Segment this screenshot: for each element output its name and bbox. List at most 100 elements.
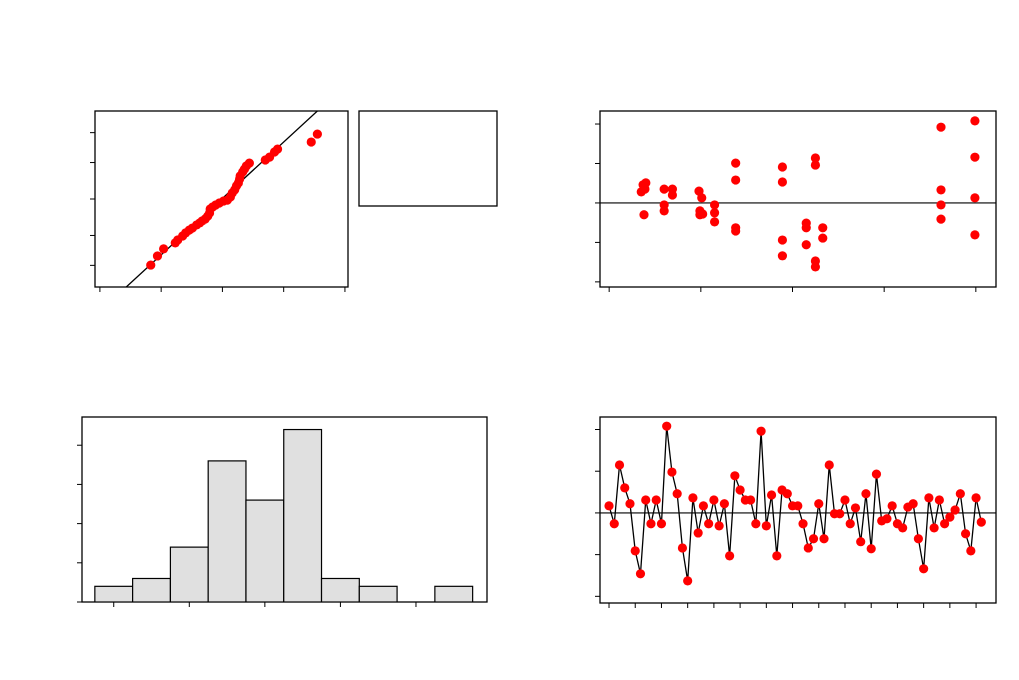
point xyxy=(745,495,756,505)
bar xyxy=(245,499,285,602)
panel xyxy=(90,110,349,292)
point xyxy=(620,483,630,493)
point xyxy=(730,471,740,481)
point xyxy=(761,521,771,531)
point xyxy=(936,185,946,195)
point xyxy=(793,501,803,511)
point xyxy=(709,217,720,227)
point xyxy=(936,214,946,224)
point xyxy=(970,152,980,162)
point xyxy=(861,489,871,499)
point xyxy=(677,543,688,553)
point xyxy=(731,175,741,185)
point xyxy=(688,493,698,503)
point xyxy=(810,160,821,170)
point xyxy=(919,564,929,574)
point xyxy=(845,519,855,529)
panel xyxy=(77,416,488,607)
point xyxy=(614,460,625,470)
point xyxy=(871,469,882,479)
point xyxy=(966,546,976,556)
point xyxy=(731,226,741,236)
point xyxy=(908,499,918,509)
point xyxy=(856,537,866,547)
point xyxy=(667,190,678,200)
point xyxy=(887,501,897,511)
point xyxy=(698,209,708,219)
point xyxy=(640,184,650,194)
point xyxy=(609,519,619,529)
bar xyxy=(94,585,134,602)
bar xyxy=(169,546,209,602)
point xyxy=(662,421,672,431)
bar xyxy=(207,460,247,602)
point xyxy=(818,233,828,243)
point xyxy=(866,544,876,554)
point xyxy=(940,519,950,529)
point xyxy=(929,523,939,533)
point xyxy=(971,493,981,503)
point xyxy=(803,543,813,553)
bar xyxy=(132,577,172,602)
point xyxy=(810,153,821,163)
point xyxy=(801,240,811,250)
point xyxy=(731,158,741,168)
point xyxy=(955,489,965,499)
point xyxy=(635,569,646,579)
point xyxy=(801,223,811,233)
point xyxy=(714,521,724,531)
bar xyxy=(434,585,474,602)
point xyxy=(970,230,980,240)
bar xyxy=(358,585,398,602)
point xyxy=(709,495,719,505)
point xyxy=(152,251,163,261)
point xyxy=(898,523,908,533)
point xyxy=(672,489,682,499)
point xyxy=(970,116,980,126)
point xyxy=(798,519,808,529)
point xyxy=(683,576,693,586)
point xyxy=(646,519,656,529)
point xyxy=(656,519,667,529)
point xyxy=(850,503,861,513)
point xyxy=(719,499,729,509)
point xyxy=(725,551,735,561)
point xyxy=(976,517,986,527)
point xyxy=(704,519,714,529)
point xyxy=(697,193,707,203)
bar xyxy=(320,577,360,602)
panel xyxy=(595,416,997,608)
plot-frame xyxy=(599,110,997,288)
point xyxy=(818,223,828,233)
point xyxy=(698,501,709,511)
point xyxy=(693,528,703,538)
point xyxy=(936,200,946,210)
point xyxy=(810,262,821,272)
point xyxy=(824,460,834,470)
point xyxy=(777,251,788,261)
point xyxy=(777,235,788,245)
point xyxy=(934,495,944,505)
point xyxy=(751,519,761,529)
point xyxy=(159,244,169,254)
point xyxy=(625,499,635,509)
point xyxy=(630,546,640,556)
point xyxy=(936,122,946,132)
point xyxy=(814,499,824,509)
point xyxy=(882,514,892,524)
point xyxy=(651,495,661,505)
point xyxy=(306,137,316,147)
point xyxy=(641,495,651,505)
point xyxy=(659,206,669,216)
point xyxy=(756,426,766,436)
point xyxy=(604,501,614,511)
legend-box xyxy=(358,110,498,207)
point xyxy=(777,162,788,172)
point xyxy=(970,193,980,203)
point xyxy=(950,505,960,515)
point xyxy=(913,534,923,544)
point xyxy=(772,551,782,561)
point xyxy=(782,489,792,499)
point xyxy=(667,467,677,477)
